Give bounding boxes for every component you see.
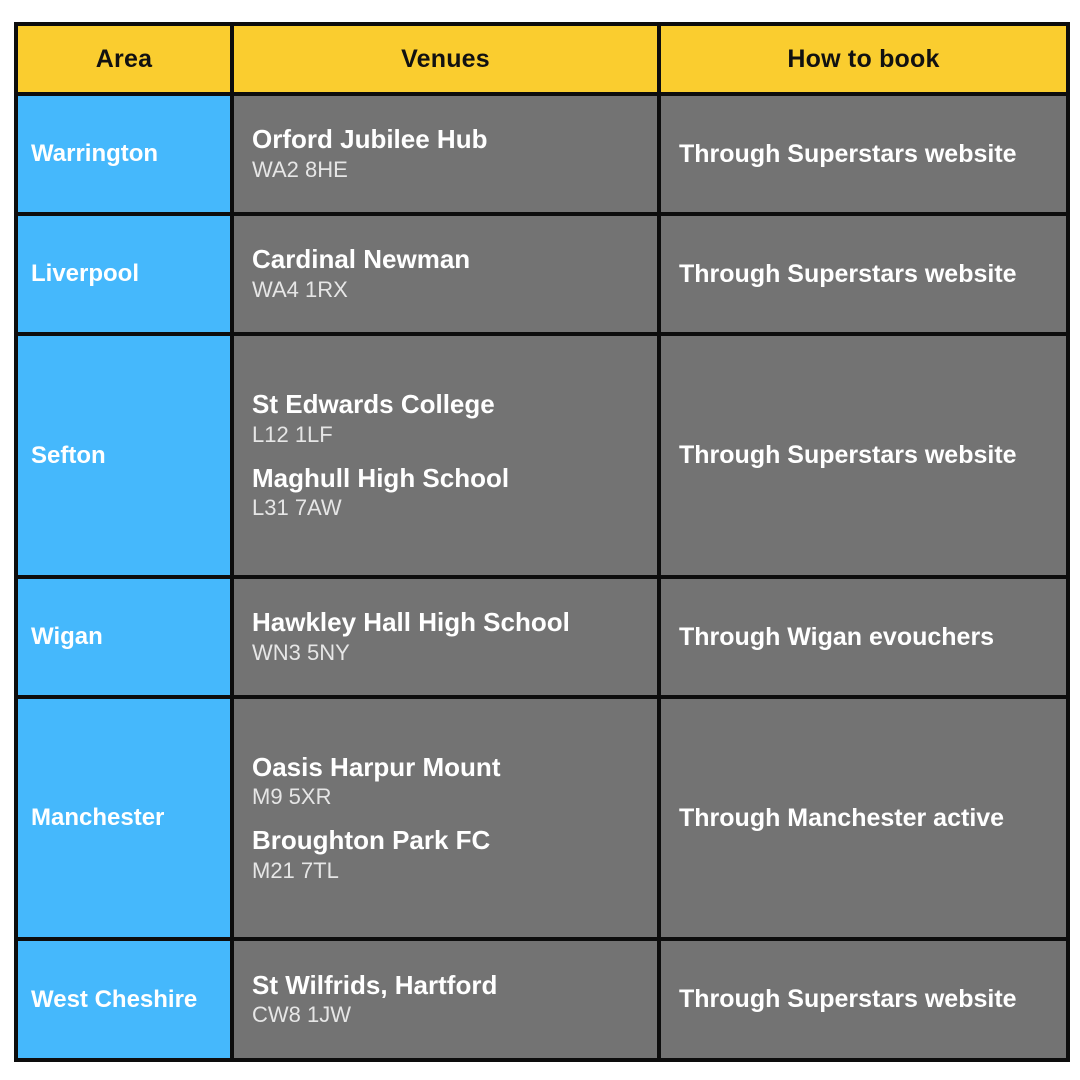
venue-entry: Cardinal Newman WA4 1RX [252, 243, 645, 304]
area-cell: Manchester [14, 695, 234, 941]
venue-booking-table: Area Venues How to book Warrington Orfor… [14, 22, 1070, 1062]
table-row-manchester: Manchester Oasis Harpur Mount M9 5XR Bro… [14, 695, 1070, 941]
table-row-sefton: Sefton St Edwards College L12 1LF Maghul… [14, 332, 1070, 579]
booking-cell: Through Manchester active [657, 695, 1070, 941]
area-cell: Wigan [14, 575, 234, 699]
venue-entry: Orford Jubilee Hub WA2 8HE [252, 123, 645, 184]
booking-cell: Through Superstars website [657, 937, 1070, 1062]
venue-name: Maghull High School [252, 462, 510, 493]
header-row: Area Venues How to book [14, 22, 1070, 96]
venues-cell: Orford Jubilee Hub WA2 8HE [230, 92, 661, 216]
area-cell: Liverpool [14, 212, 234, 336]
table-row-west-cheshire: West Cheshire St Wilfrids, Hartford CW8 … [14, 937, 1070, 1062]
venue-postcode: WA4 1RX [252, 276, 348, 302]
area-cell: West Cheshire [14, 937, 234, 1062]
booking-cell: Through Superstars website [657, 92, 1070, 216]
venue-entry: St Edwards College L12 1LF [252, 388, 645, 449]
venue-entry: Maghull High School L31 7AW [252, 462, 645, 523]
venue-entry: St Wilfrids, Hartford CW8 1JW [252, 969, 645, 1030]
area-cell: Sefton [14, 332, 234, 579]
venue-postcode: M9 5XR [252, 784, 332, 810]
table-row-liverpool: Liverpool Cardinal Newman WA4 1RX Throug… [14, 212, 1070, 336]
venue-name: Orford Jubilee Hub [252, 124, 488, 155]
header-area: Area [14, 22, 234, 96]
venues-cell: St Edwards College L12 1LF Maghull High … [230, 332, 661, 579]
venue-name: Oasis Harpur Mount [252, 751, 501, 782]
header-venues: Venues [230, 22, 661, 96]
venues-cell: Hawkley Hall High School WN3 5NY [230, 575, 661, 699]
booking-cell: Through Superstars website [657, 332, 1070, 579]
venue-entry: Hawkley Hall High School WN3 5NY [252, 606, 645, 667]
venue-postcode: WA2 8HE [252, 156, 348, 182]
venue-postcode: L12 1LF [252, 421, 333, 447]
venues-cell: Cardinal Newman WA4 1RX [230, 212, 661, 336]
venue-name: St Edwards College [252, 389, 495, 420]
venue-name: Broughton Park FC [252, 825, 491, 855]
venue-postcode: L31 7AW [252, 495, 342, 520]
area-cell: Warrington [14, 92, 234, 216]
venue-entry: Broughton Park FC M21 7TL [252, 824, 645, 885]
booking-cell: Through Wigan evouchers [657, 575, 1070, 699]
venue-name: St Wilfrids, Hartford [252, 969, 498, 1000]
venue-postcode: M21 7TL [252, 857, 339, 883]
venue-postcode: CW8 1JW [252, 1002, 351, 1028]
venue-name: Hawkley Hall High School [252, 607, 570, 638]
venue-entry: Oasis Harpur Mount M9 5XR [252, 751, 645, 812]
venues-cell: St Wilfrids, Hartford CW8 1JW [230, 937, 661, 1062]
venues-cell: Oasis Harpur Mount M9 5XR Broughton Park… [230, 695, 661, 941]
table-row-wigan: Wigan Hawkley Hall High School WN3 5NY T… [14, 575, 1070, 699]
venue-postcode: WN3 5NY [252, 639, 350, 665]
venue-name: Cardinal Newman [252, 244, 471, 275]
header-how-to-book: How to book [657, 22, 1070, 96]
booking-cell: Through Superstars website [657, 212, 1070, 336]
table-row-warrington: Warrington Orford Jubilee Hub WA2 8HE Th… [14, 92, 1070, 216]
